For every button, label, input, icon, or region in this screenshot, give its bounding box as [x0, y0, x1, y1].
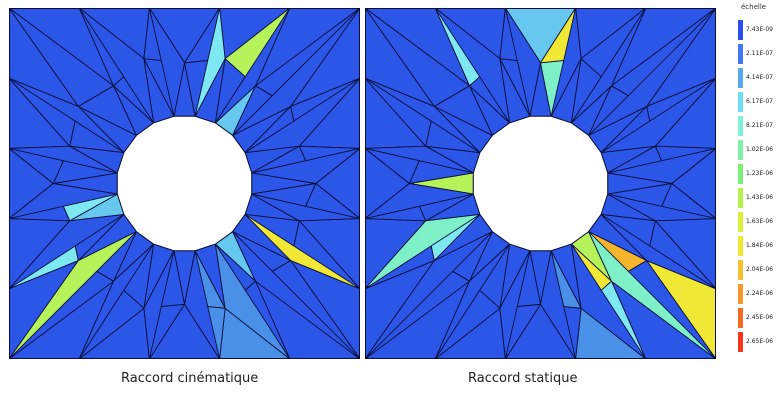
mesh-hole: [472, 115, 609, 252]
legend-label: 1.84E-06: [746, 242, 773, 249]
legend-swatch: [738, 308, 743, 328]
legend-swatch: [738, 284, 743, 304]
mesh-border: [9, 8, 360, 359]
mesh-triangle: [607, 147, 716, 184]
legend-item: 4.14E-07: [738, 68, 779, 88]
mesh-panel-static: [365, 8, 716, 359]
mesh-triangle: [251, 193, 360, 222]
mesh-triangle: [9, 231, 137, 359]
mesh-hole: [116, 115, 253, 252]
legend-label: 2.11E-07: [746, 50, 773, 57]
legend-item: 2.45E-06: [738, 308, 779, 328]
legend-label: 1.63E-06: [746, 218, 773, 225]
mesh-triangle: [143, 250, 175, 359]
legend-item: 6.17E-07: [738, 92, 779, 112]
mesh-triangle: [600, 214, 716, 290]
mesh-kinematic: [9, 8, 360, 359]
legend-swatch: [738, 92, 743, 112]
mesh-triangle: [540, 250, 577, 359]
mesh-triangle: [588, 8, 716, 136]
mesh-triangle: [244, 214, 360, 290]
legend-swatch: [738, 188, 743, 208]
caption-static: Raccord statique: [468, 371, 578, 386]
legend-label: 2.04E-06: [746, 266, 773, 273]
legend-item: 2.24E-06: [738, 284, 779, 304]
legend-swatch: [738, 164, 743, 184]
mesh-static: [365, 8, 716, 359]
mesh-panel-kinematic: [9, 8, 360, 359]
legend-swatch: [738, 20, 743, 40]
mesh-triangle: [588, 231, 716, 359]
mesh-triangle: [499, 250, 531, 359]
mesh-triangle: [194, 8, 226, 117]
mesh-triangle: [232, 231, 360, 359]
mesh-triangle: [215, 8, 291, 124]
legend-item: 1.02E-06: [738, 140, 779, 160]
mesh-triangle: [9, 183, 118, 220]
legend-swatch: [738, 44, 743, 64]
legend-item: 2.04E-06: [738, 260, 779, 280]
mesh-triangle: [232, 8, 360, 136]
mesh-triangle: [148, 8, 185, 117]
mesh-triangle: [9, 213, 125, 290]
mesh-triangle: [607, 193, 716, 222]
mesh-border: [365, 8, 716, 359]
legend-swatch: [738, 140, 743, 160]
legend-swatch: [738, 116, 743, 136]
mesh-triangle: [365, 77, 481, 153]
mesh-triangle: [570, 243, 647, 359]
legend-item: 7.43E-09: [738, 20, 779, 40]
legend-label: 1.43E-06: [746, 194, 773, 201]
legend-label: 1.02E-06: [746, 146, 773, 153]
mesh-triangle: [365, 8, 471, 107]
mesh-triangle: [600, 77, 716, 154]
legend-swatch: [738, 260, 743, 280]
mesh-triangle: [434, 8, 511, 124]
legend-label: 2.65E-06: [746, 338, 773, 345]
legend-swatch: [738, 236, 743, 256]
legend-label: 2.24E-06: [746, 290, 773, 297]
mesh-triangle: [9, 145, 118, 174]
mesh-triangle: [244, 77, 360, 154]
legend-item: 1.63E-06: [738, 212, 779, 232]
legend-swatch: [738, 332, 743, 352]
mesh-triangle: [365, 183, 474, 220]
mesh-triangle: [365, 213, 481, 290]
legend-label: 8.21E-07: [746, 122, 773, 129]
legend-item: 1.43E-06: [738, 188, 779, 208]
mesh-triangle: [78, 8, 155, 124]
mesh-triangle: [251, 147, 360, 184]
legend-label: 6.17E-07: [746, 98, 773, 105]
mesh-triangle: [9, 8, 115, 107]
legend-label: 4.14E-07: [746, 74, 773, 81]
mesh-triangle: [78, 243, 154, 359]
caption-kinematic: Raccord cinématique: [121, 371, 259, 386]
mesh-triangle: [365, 231, 493, 359]
legend-label: 2.45E-06: [746, 314, 773, 321]
color-scale-legend: 7.43E-09 2.11E-07 4.14E-07 6.17E-07 8.21E-07…: [738, 20, 779, 360]
mesh-triangle: [504, 8, 541, 117]
mesh-triangle: [184, 250, 221, 359]
legend-swatch: [738, 212, 743, 232]
legend-item: 2.65E-06: [738, 332, 779, 352]
legend-title: échelle: [741, 3, 767, 11]
legend-item: 1.84E-06: [738, 236, 779, 256]
mesh-triangle: [571, 8, 647, 124]
legend-item: 2.11E-07: [738, 44, 779, 64]
mesh-triangle: [214, 243, 291, 359]
legend-item: 1.23E-06: [738, 164, 779, 184]
legend-label: 1.23E-06: [746, 170, 773, 177]
mesh-triangle: [9, 77, 125, 153]
mesh-triangle: [365, 145, 474, 174]
legend-swatch: [738, 68, 743, 88]
mesh-triangle: [434, 243, 510, 359]
mesh-triangle: [550, 8, 582, 117]
legend-item: 8.21E-07: [738, 116, 779, 136]
legend-label: 7.43E-09: [746, 26, 773, 33]
